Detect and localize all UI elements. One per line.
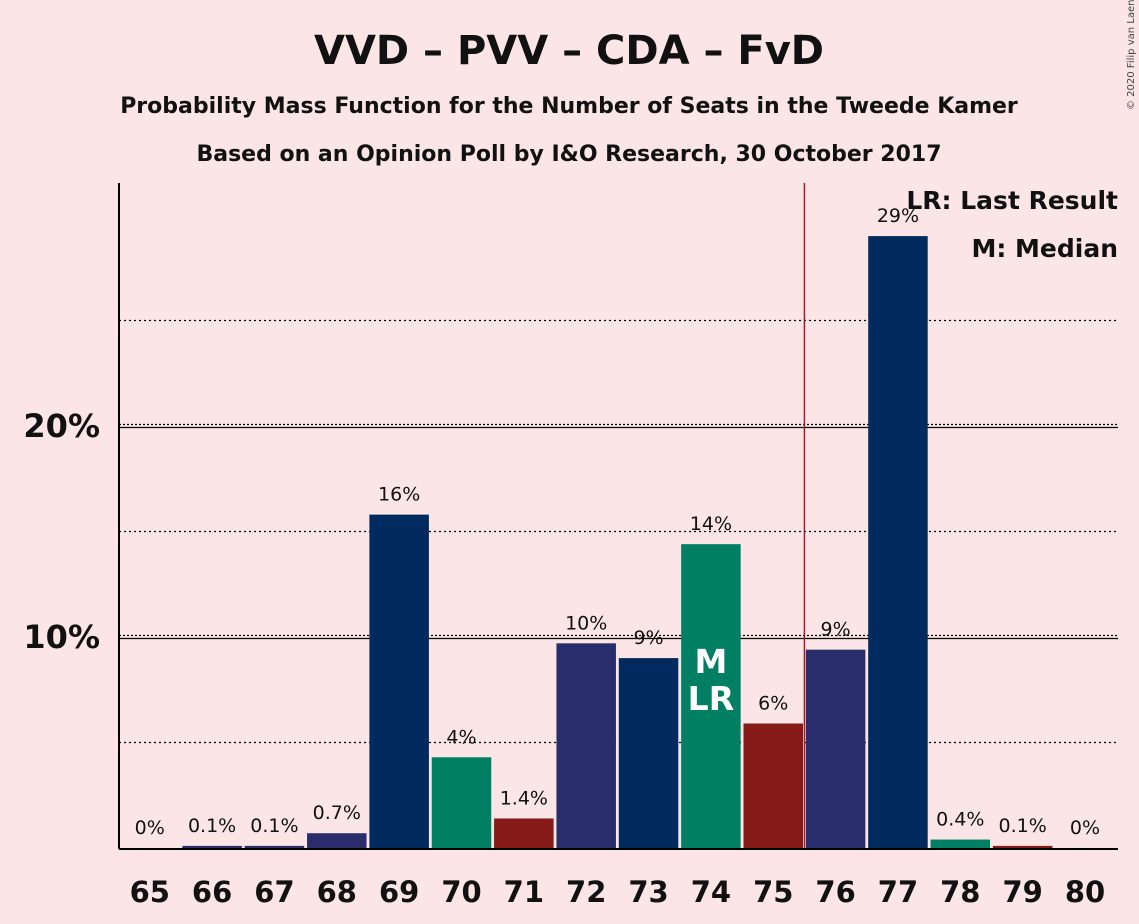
bar-seat-72	[556, 643, 616, 848]
data-label-seat-72: 10%	[565, 612, 607, 634]
gridlines	[119, 183, 1118, 848]
data-label-seat-68: 0.7%	[313, 802, 361, 824]
x-tick-label: 75	[753, 875, 793, 909]
x-tick-label: 68	[317, 875, 357, 909]
y-axis: 10% 20%	[23, 183, 120, 849]
x-tick-label: 80	[1065, 875, 1105, 909]
bars	[182, 236, 1053, 849]
bar-seat-74	[681, 544, 741, 848]
data-label-seat-69: 16%	[378, 484, 420, 506]
y-tick-label: 20%	[23, 407, 100, 445]
data-label-seat-66: 0.1%	[188, 815, 236, 837]
x-tick-label: 71	[504, 875, 544, 909]
bar-seat-69	[369, 514, 429, 848]
x-tick-label: 67	[254, 875, 294, 909]
data-label-seat-73: 9%	[633, 627, 663, 649]
data-label-seat-71: 1.4%	[500, 787, 548, 809]
bar-seat-77	[868, 236, 928, 849]
data-label-seat-70: 4%	[446, 726, 476, 748]
data-label-seat-80: 0%	[1070, 817, 1100, 839]
bar-seat-68	[307, 833, 367, 848]
bar-seat-66	[182, 845, 242, 848]
x-tick-label: 65	[130, 875, 170, 909]
last-result-marker: LR	[688, 679, 734, 718]
bar-seat-73	[618, 658, 679, 848]
median-marker: M	[694, 642, 727, 681]
bar-seat-67	[244, 845, 305, 848]
legend-last-result: LR: Last Result	[906, 186, 1118, 215]
x-tick-label: 78	[940, 875, 980, 909]
chart-subtitle-source: Based on an Opinion Poll by I&O Research…	[196, 142, 941, 167]
x-tick-label: 73	[628, 875, 668, 909]
x-tick-label: 72	[566, 875, 606, 909]
data-label-seat-79: 0.1%	[999, 815, 1047, 837]
x-tick-label: 79	[1002, 875, 1042, 909]
bar-seat-79	[992, 845, 1053, 848]
data-label-seat-65: 0%	[135, 817, 165, 839]
chart-subtitle: Probability Mass Function for the Number…	[120, 94, 1018, 119]
bar-seat-71	[494, 818, 554, 848]
bar-seat-75	[743, 723, 803, 848]
data-labels: 0% 0.1% 0.1% 0.7% 16% 4% 1.4% 10% 9% 14% MLR 6% 9% 29…	[135, 205, 1100, 839]
x-axis: 65 66 67 68 69 70 71 72 73 74 75 76 77 78 79 80	[119, 848, 1118, 909]
data-label-seat-76: 9%	[821, 619, 851, 641]
bar-seat-70	[431, 757, 492, 848]
x-tick-label: 74	[691, 875, 731, 909]
data-label-seat-75: 6%	[758, 693, 788, 715]
copyright-notice: © 2020 Filip van Laenen	[1126, 0, 1137, 110]
x-tick-label: 66	[192, 875, 232, 909]
data-label-seat-74: 14%	[690, 513, 732, 535]
data-label-seat-67: 0.1%	[250, 815, 298, 837]
data-label-seat-77: 29%	[877, 205, 919, 227]
x-tick-label: 77	[878, 875, 918, 909]
x-tick-label: 69	[379, 875, 419, 909]
chart-title: VVD – PVV – CDA – FvD	[314, 28, 824, 74]
y-tick-label: 10%	[23, 618, 100, 656]
legend-median: M: Median	[971, 234, 1118, 263]
x-tick-label: 70	[441, 875, 481, 909]
bar-seat-78	[930, 839, 991, 848]
data-label-seat-78: 0.4%	[936, 809, 984, 831]
bar-seat-76	[805, 649, 866, 848]
x-tick-label: 76	[815, 875, 855, 909]
